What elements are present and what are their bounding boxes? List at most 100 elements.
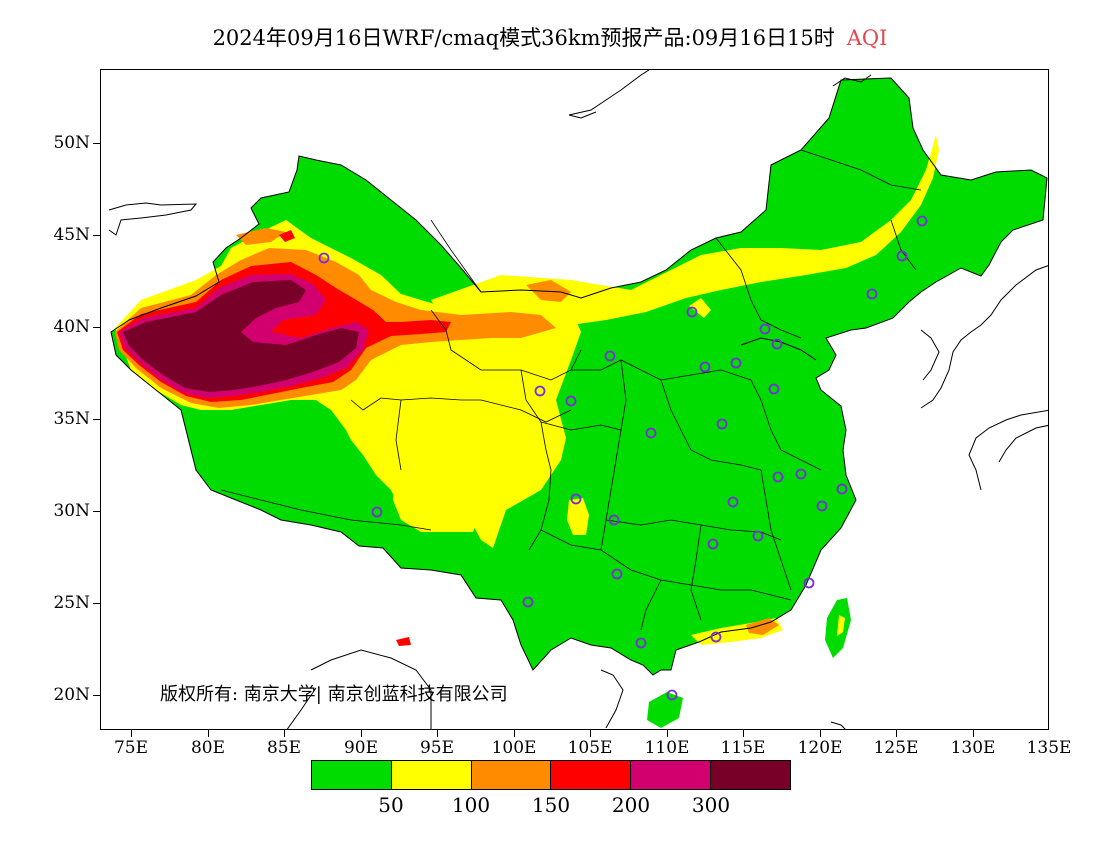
lat-tick	[93, 143, 100, 144]
city-marker	[836, 483, 848, 495]
lat-label: 45N	[53, 225, 90, 245]
legend-tick-label: 100	[451, 793, 491, 817]
region-moderate-north2	[689, 298, 711, 318]
lat-tick	[93, 603, 100, 604]
lon-label: 135E	[1026, 738, 1072, 758]
copyright-text: 版权所有: 南京大学| 南京创蓝科技有限公司	[160, 684, 508, 705]
city-marker	[565, 395, 577, 407]
city-marker	[570, 493, 582, 505]
map-title: 2024年09月16日WRF/cmaq模式36km预报产品:09月16日15时 A…	[0, 22, 1100, 52]
city-marker	[534, 385, 546, 397]
city-marker	[768, 383, 780, 395]
lon-tick	[361, 730, 362, 737]
region-taiwan-moderate	[837, 615, 845, 636]
city-marker	[699, 361, 711, 373]
legend-swatch-usg	[471, 761, 552, 789]
city-marker	[759, 323, 771, 335]
legend-tick-label: 300	[691, 793, 731, 817]
lon-label: 80E	[190, 738, 226, 758]
lon-tick	[896, 730, 897, 737]
legend-swatch-unhealthy	[551, 761, 632, 789]
map-title-main: 2024年09月16日WRF/cmaq模式36km预报产品:09月16日15时	[212, 26, 835, 50]
lat-tick	[93, 419, 100, 420]
city-marker	[896, 250, 908, 262]
lon-label: 95E	[419, 738, 455, 758]
aqi-map	[108, 70, 1048, 729]
map-title-variable: AQI	[846, 26, 888, 50]
legend-swatch-very-unhealthy	[631, 761, 712, 789]
lat-tick	[93, 235, 100, 236]
lon-label: 125E	[873, 738, 919, 758]
lon-tick	[208, 730, 209, 737]
lon-label: 90E	[343, 738, 379, 758]
city-marker	[727, 496, 739, 508]
city-marker	[686, 306, 698, 318]
region-moderate-sw	[393, 465, 481, 532]
city-marker	[771, 338, 783, 350]
region-good	[111, 78, 1047, 675]
city-marker	[816, 500, 828, 512]
lon-tick	[437, 730, 438, 737]
city-marker	[866, 288, 878, 300]
lon-label: 100E	[491, 738, 537, 758]
city-marker	[635, 637, 647, 649]
region-unhealthy-2	[279, 230, 295, 242]
map-frame	[100, 69, 1049, 730]
city-marker	[730, 357, 742, 369]
lat-label: 30N	[53, 501, 90, 521]
legend-swatch-good	[312, 761, 392, 789]
city-marker	[795, 468, 807, 480]
city-marker	[716, 418, 728, 430]
lon-label: 115E	[720, 738, 766, 758]
city-marker	[707, 538, 719, 550]
city-marker	[645, 427, 657, 439]
lat-tick	[93, 511, 100, 512]
city-marker	[752, 530, 764, 542]
province-boundaries	[220, 149, 922, 631]
city-marker	[666, 689, 678, 701]
lon-tick	[131, 730, 132, 737]
lat-label: 20N	[53, 685, 90, 705]
legend-swatch-moderate	[391, 761, 472, 789]
legend-tick-label: 200	[611, 793, 651, 817]
lon-label: 75E	[113, 738, 149, 758]
city-marker	[803, 577, 815, 589]
city-marker	[608, 514, 620, 526]
neighbour-coastlines	[108, 70, 1048, 729]
region-hainan	[647, 692, 683, 728]
lat-tick	[93, 695, 100, 696]
lat-label: 25N	[53, 593, 90, 613]
city-marker	[611, 568, 623, 580]
lat-label: 40N	[53, 317, 90, 337]
lon-tick	[590, 730, 591, 737]
lon-label: 105E	[567, 738, 613, 758]
legend-tick-label: 150	[531, 793, 571, 817]
lon-label: 130E	[950, 738, 996, 758]
region-moderate-sc	[567, 498, 589, 535]
city-marker	[522, 596, 534, 608]
legend-swatch-hazardous	[711, 761, 790, 789]
lon-label: 110E	[644, 738, 690, 758]
lon-tick	[284, 730, 285, 737]
city-marker	[772, 471, 784, 483]
region-moderate-north	[431, 135, 939, 332]
lon-tick	[820, 730, 821, 737]
country-outline	[110, 77, 1048, 676]
city-marker	[916, 215, 928, 227]
lon-tick	[743, 730, 744, 737]
lat-label: 50N	[53, 133, 90, 153]
lon-tick	[667, 730, 668, 737]
lon-label: 85E	[266, 738, 302, 758]
lon-tick	[973, 730, 974, 737]
city-markers	[318, 215, 928, 701]
lon-label: 120E	[797, 738, 843, 758]
city-marker	[318, 252, 330, 264]
lat-tick	[93, 327, 100, 328]
city-marker	[604, 350, 616, 362]
legend-tick-label: 50	[378, 793, 404, 817]
region-hazardous	[123, 280, 359, 392]
aqi-legend	[311, 760, 791, 790]
city-marker	[710, 631, 722, 643]
region-unhealthy-3	[396, 637, 411, 646]
lon-tick	[514, 730, 515, 737]
